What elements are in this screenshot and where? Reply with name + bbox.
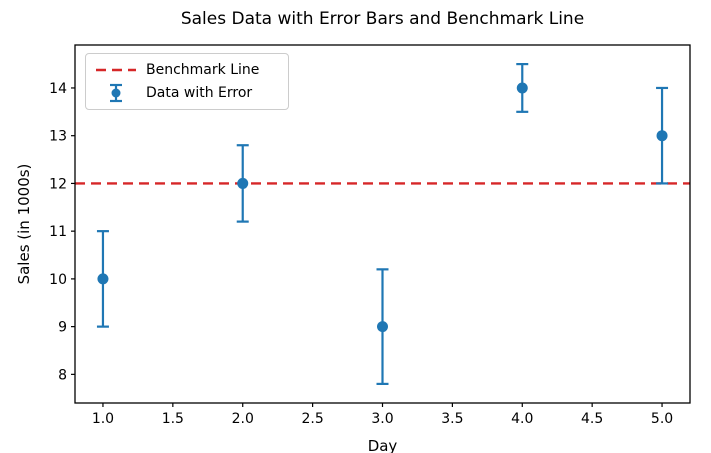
x-tick-label: 3.0 bbox=[371, 411, 393, 427]
errorbar-marker-icon bbox=[110, 84, 122, 103]
x-tick-label: 1.5 bbox=[162, 411, 184, 427]
y-tick-label: 13 bbox=[49, 129, 67, 145]
x-tick-label: 1.0 bbox=[92, 411, 114, 427]
legend: Benchmark Line Data with Error bbox=[85, 53, 289, 110]
data-point-marker bbox=[656, 130, 668, 142]
y-tick-label: 11 bbox=[49, 224, 67, 240]
y-tick-label: 10 bbox=[49, 272, 67, 288]
y-tick-label: 9 bbox=[58, 320, 67, 336]
y-tick-label: 12 bbox=[49, 176, 67, 192]
x-tick-label: 3.5 bbox=[441, 411, 463, 427]
x-tick-label: 5.0 bbox=[651, 411, 673, 427]
benchmark-dash-icon bbox=[96, 68, 136, 71]
data-point-marker bbox=[237, 177, 249, 189]
data-point-marker bbox=[97, 273, 109, 285]
y-tick-label: 14 bbox=[49, 81, 67, 97]
x-tick-label: 4.0 bbox=[511, 411, 533, 427]
legend-entry-benchmark: Benchmark Line bbox=[95, 58, 279, 81]
legend-entry-data: Data with Error bbox=[95, 82, 279, 105]
data-point-marker bbox=[377, 321, 388, 333]
y-tick-label: 8 bbox=[58, 367, 67, 383]
data-point-marker bbox=[516, 82, 528, 94]
errorbar-sample-marker bbox=[111, 88, 121, 98]
x-tick-label: 2.5 bbox=[301, 411, 323, 427]
legend-label-benchmark: Benchmark Line bbox=[146, 61, 260, 78]
x-tick-label: 2.0 bbox=[232, 411, 254, 427]
x-tick-label: 4.5 bbox=[581, 411, 603, 427]
chart-title: Sales Data with Error Bars and Benchmark… bbox=[180, 9, 585, 29]
legend-label-data: Data with Error bbox=[146, 85, 253, 102]
x-axis-label: Day bbox=[367, 437, 398, 453]
